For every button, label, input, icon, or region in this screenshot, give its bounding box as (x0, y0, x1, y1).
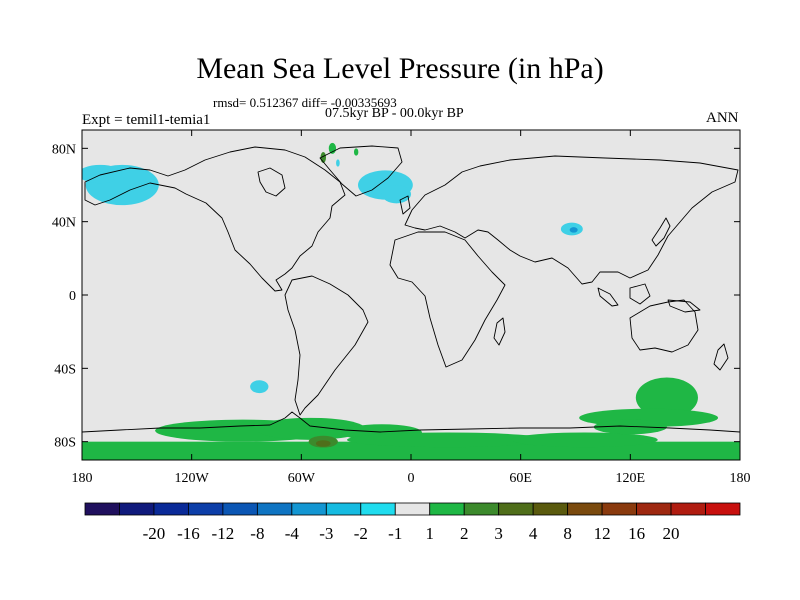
season-label: ANN (706, 110, 739, 126)
colorbar-label: -2 (354, 524, 368, 543)
colorbar-label: -16 (177, 524, 200, 543)
colorbar-swatch (636, 502, 672, 516)
colorbar-swatch (463, 502, 500, 516)
x-tick-label: 0 (408, 471, 415, 486)
region-antarctic-high-core (315, 440, 331, 447)
colorbar-label: -20 (143, 524, 166, 543)
colorbar-label: 16 (628, 524, 645, 543)
coast-south-america (284, 275, 369, 416)
colorbar-label: 20 (663, 524, 680, 543)
coast-british-isles (399, 195, 411, 215)
region-north-pacific-low (82, 164, 123, 184)
y-tick-label: 40S (54, 362, 76, 377)
chart-title: Mean Sea Level Pressure (in hPa) (196, 52, 604, 85)
colorbar-swatch (532, 502, 569, 516)
colorbar-label: -12 (212, 524, 235, 543)
colorbar-label: -3 (319, 524, 333, 543)
region-tibet-low (569, 227, 578, 233)
colorbar-label: 8 (563, 524, 572, 543)
coast-japan (651, 217, 671, 247)
colorbar-swatch (705, 502, 741, 516)
colorbar-swatch (222, 502, 258, 516)
x-tick-label: 120W (175, 471, 210, 486)
colorbar-label: -4 (285, 524, 300, 543)
region-southern-ocean-high (511, 432, 658, 448)
stats-text: rmsd= 0.512367 diff= -0.00335693 (213, 95, 397, 110)
anomaly-regions (82, 142, 740, 460)
colorbar: -20 -16 -12 -8 -4 -3 -2 -1 1 2 3 4 8 12 16 20 (84, 502, 741, 543)
coast-sumatra (597, 287, 619, 307)
colorbar-swatch (601, 502, 637, 516)
colorbar-swatch (567, 502, 603, 516)
colorbar-label: -8 (250, 524, 264, 543)
coast-borneo (629, 283, 651, 305)
y-tick-label: 0 (69, 289, 76, 304)
colorbar-swatch (84, 502, 120, 516)
experiment-label: Expt = temil1-temia1 (82, 112, 211, 128)
y-tick-label: 80S (54, 436, 76, 451)
coast-antarctica (82, 411, 740, 433)
colorbar-swatch (670, 502, 706, 516)
colorbar-swatch (429, 502, 465, 516)
colorbar-label: 2 (460, 524, 469, 543)
colorbar-label: -1 (388, 524, 402, 543)
coast-eurasia (404, 155, 739, 285)
colorbar-swatch (394, 502, 431, 516)
x-tick-label: 60W (288, 471, 316, 486)
x-tick-label: 120E (616, 471, 646, 486)
colorbar-swatch (325, 502, 362, 516)
colorbar-swatch (188, 502, 224, 516)
coast-north-america (84, 146, 346, 292)
coast-australia (629, 299, 699, 353)
colorbar-label: 3 (494, 524, 503, 543)
region-south-atlantic-low (250, 380, 269, 394)
coast-new-guinea (667, 299, 701, 313)
colorbar-swatch (498, 502, 534, 516)
coast-hudson-bay (257, 167, 286, 197)
colorbar-swatch (360, 502, 396, 516)
colorbar-label: 12 (594, 524, 611, 543)
axes: 180 120W 60W 0 60E 120E 180 80N 40N 0 40S 80S (52, 130, 751, 486)
colorbar-label: 4 (529, 524, 538, 543)
x-tick-label: 60E (509, 471, 532, 486)
region-greenland-patches (336, 159, 340, 167)
region-australia-south-high (635, 377, 698, 418)
x-tick-label: 180 (730, 471, 751, 486)
period-text: 07.5kyr BP - 00.0kyr BP (325, 106, 464, 121)
colorbar-swatch (153, 502, 189, 516)
colorbar-swatch (256, 502, 293, 516)
y-tick-label: 80N (52, 142, 76, 157)
y-tick-label: 40N (52, 216, 76, 231)
x-tick-label: 180 (72, 471, 93, 486)
region-australia-south-high (593, 419, 667, 435)
region-north-atlantic-low (381, 185, 411, 204)
colorbar-swatch (291, 502, 327, 516)
colorbar-swatch (119, 502, 155, 516)
coastlines (82, 145, 740, 433)
coast-madagascar (493, 317, 506, 346)
region-southern-ocean-high (347, 432, 549, 448)
coast-greenland (319, 145, 403, 197)
region-greenland-patches (353, 148, 359, 156)
region-southern-ocean-high (255, 417, 366, 440)
colorbar-label: 1 (425, 524, 434, 543)
coast-new-zealand (713, 343, 729, 371)
coast-africa (389, 231, 506, 368)
